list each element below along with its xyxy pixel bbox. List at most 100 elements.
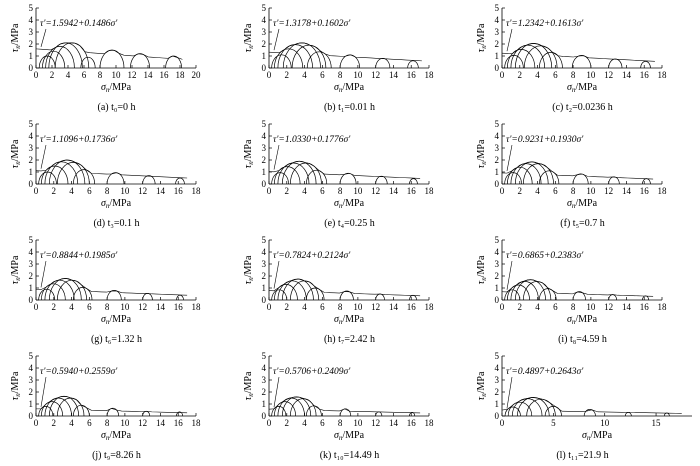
x-axis-label: σn/MPa (101, 82, 132, 94)
mohr-circle (72, 169, 96, 185)
y-axis-label: τn/MPa (243, 371, 255, 400)
x-tick-label: 14 (156, 302, 166, 312)
panel-caption: (k) t₁₀=14.49 h (319, 450, 380, 461)
mohr-circle (273, 401, 297, 417)
mohr-circle (506, 49, 536, 69)
x-tick-label: 14 (622, 186, 632, 196)
y-tick-label: 4 (495, 131, 500, 141)
x-tick-label: 4 (69, 186, 74, 196)
x-tick-label: 18 (658, 186, 668, 196)
y-tick-label: 5 (495, 3, 500, 13)
x-tick-label: 18 (658, 302, 668, 312)
envelope-equation: τ'=1.3178+0.1602σ' (273, 19, 351, 29)
envelope-equation: τ'=1.1096+0.1736σ' (40, 135, 118, 145)
mohr-circle (544, 406, 562, 417)
x-tick-label: 12 (371, 418, 380, 428)
mohr-circle (38, 55, 56, 69)
x-tick-label: 16 (640, 70, 650, 80)
strength-envelope (35, 396, 188, 414)
mohr-circle (339, 172, 357, 185)
mohr-circle (375, 58, 391, 69)
x-tick-label: 10 (600, 418, 610, 428)
x-axis-label: σn/MPa (101, 314, 132, 326)
y-tick-label: 3 (262, 375, 267, 385)
y-tick-label: 1 (29, 283, 34, 293)
panel-caption: (j) t₉=8.26 h (92, 450, 141, 461)
chart-panel-1: 0 1 2 3 4 5 0 2 4 6 8 10 12 14 16 18 20 τn/MPa σn/MPa τ'=1.… (0, 0, 233, 116)
mohr-circle (72, 287, 93, 301)
strength-envelope (501, 43, 655, 62)
mohr-circle (56, 162, 90, 185)
chart-panel-10: 0 1 2 3 4 5 0 2 4 6 8 10 12 14 16 18 τn/MPa σn/MPa τ'=0.59… (0, 348, 233, 464)
panel-caption: (g) t₆=1.32 h (90, 334, 143, 345)
x-tick-label: 2 (52, 302, 57, 312)
x-tick-label: 16 (407, 186, 417, 196)
x-tick-label: 6 (553, 186, 558, 196)
x-tick-label: 12 (604, 302, 613, 312)
panel-caption: (a) t₀=0 h (97, 102, 136, 113)
y-tick-label: 3 (29, 27, 34, 37)
mohr-circle (375, 411, 383, 417)
y-axis-label: τn/MPa (10, 371, 22, 400)
x-tick-label: 14 (622, 302, 632, 312)
x-tick-label: 12 (371, 186, 380, 196)
mohr-circle (640, 61, 651, 69)
x-tick-label: 6 (82, 70, 87, 80)
x-tick-label: 0 (500, 302, 505, 312)
y-tick-label: 3 (495, 375, 500, 385)
equation-arrow (40, 376, 47, 407)
mohr-circle (44, 161, 79, 185)
envelope-equation: τ'=1.0330+0.1776σ' (273, 135, 351, 145)
x-axis-label: σn/MPa (567, 198, 598, 210)
mohr-circle (80, 56, 96, 69)
x-tick-label: 8 (338, 418, 343, 428)
panel-caption: (l) t₁₁=21.9 h (556, 450, 609, 461)
x-tick-label: 8 (98, 70, 103, 80)
y-tick-label: 0 (29, 295, 34, 305)
y-tick-label: 2 (262, 387, 267, 397)
y-tick-label: 3 (29, 143, 34, 153)
chart-panel-2: 0 1 2 3 4 5 0 2 4 6 8 10 12 14 16 18 τn/MPa σn/MPa τ'=1.31… (233, 0, 466, 116)
strength-envelope (268, 160, 421, 179)
strength-envelope (268, 42, 422, 62)
y-tick-label: 4 (262, 363, 267, 373)
x-tick-label: 8 (338, 186, 343, 196)
y-tick-label: 4 (495, 363, 500, 373)
mohr-circle (624, 412, 632, 417)
panel-caption: (h) t₇=2.42 h (323, 334, 376, 345)
envelope-equation: τ'=0.7824+0.2124σ' (273, 251, 351, 261)
y-tick-label: 3 (29, 375, 34, 385)
x-tick-label: 10 (586, 302, 596, 312)
mohr-circle (507, 401, 533, 417)
y-tick-label: 4 (495, 15, 500, 25)
y-tick-label: 4 (29, 247, 34, 257)
mohr-circle (38, 406, 54, 417)
y-tick-label: 0 (262, 179, 267, 189)
x-tick-label: 14 (389, 70, 399, 80)
x-tick-label: 2 (52, 418, 57, 428)
mohr-circle (44, 279, 75, 301)
x-tick-label: 16 (174, 186, 184, 196)
panel-caption: (d) t₃=0.1 h (93, 218, 140, 229)
mohr-circle (273, 166, 301, 185)
mohr-circle (339, 290, 354, 301)
y-axis-label: τn/MPa (243, 139, 255, 168)
y-tick-label: 0 (495, 179, 500, 189)
panel-caption: (b) t₁=0.01 h (323, 102, 376, 113)
chart-panel-7: 0 1 2 3 4 5 0 2 4 6 8 10 12 14 16 18 τn/MPa σn/MPa τ'=0.88… (0, 232, 233, 348)
x-tick-label: 10 (353, 186, 363, 196)
mohr-circle (511, 398, 543, 417)
x-tick-label: 12 (138, 302, 147, 312)
y-tick-label: 2 (495, 155, 500, 165)
y-axis-label: τn/MPa (10, 255, 22, 284)
mohr-circle (289, 162, 322, 185)
strength-envelope (501, 397, 682, 414)
y-tick-label: 4 (495, 247, 500, 257)
mohr-circle (106, 172, 125, 185)
y-tick-label: 0 (262, 295, 267, 305)
x-tick-label: 8 (571, 70, 576, 80)
